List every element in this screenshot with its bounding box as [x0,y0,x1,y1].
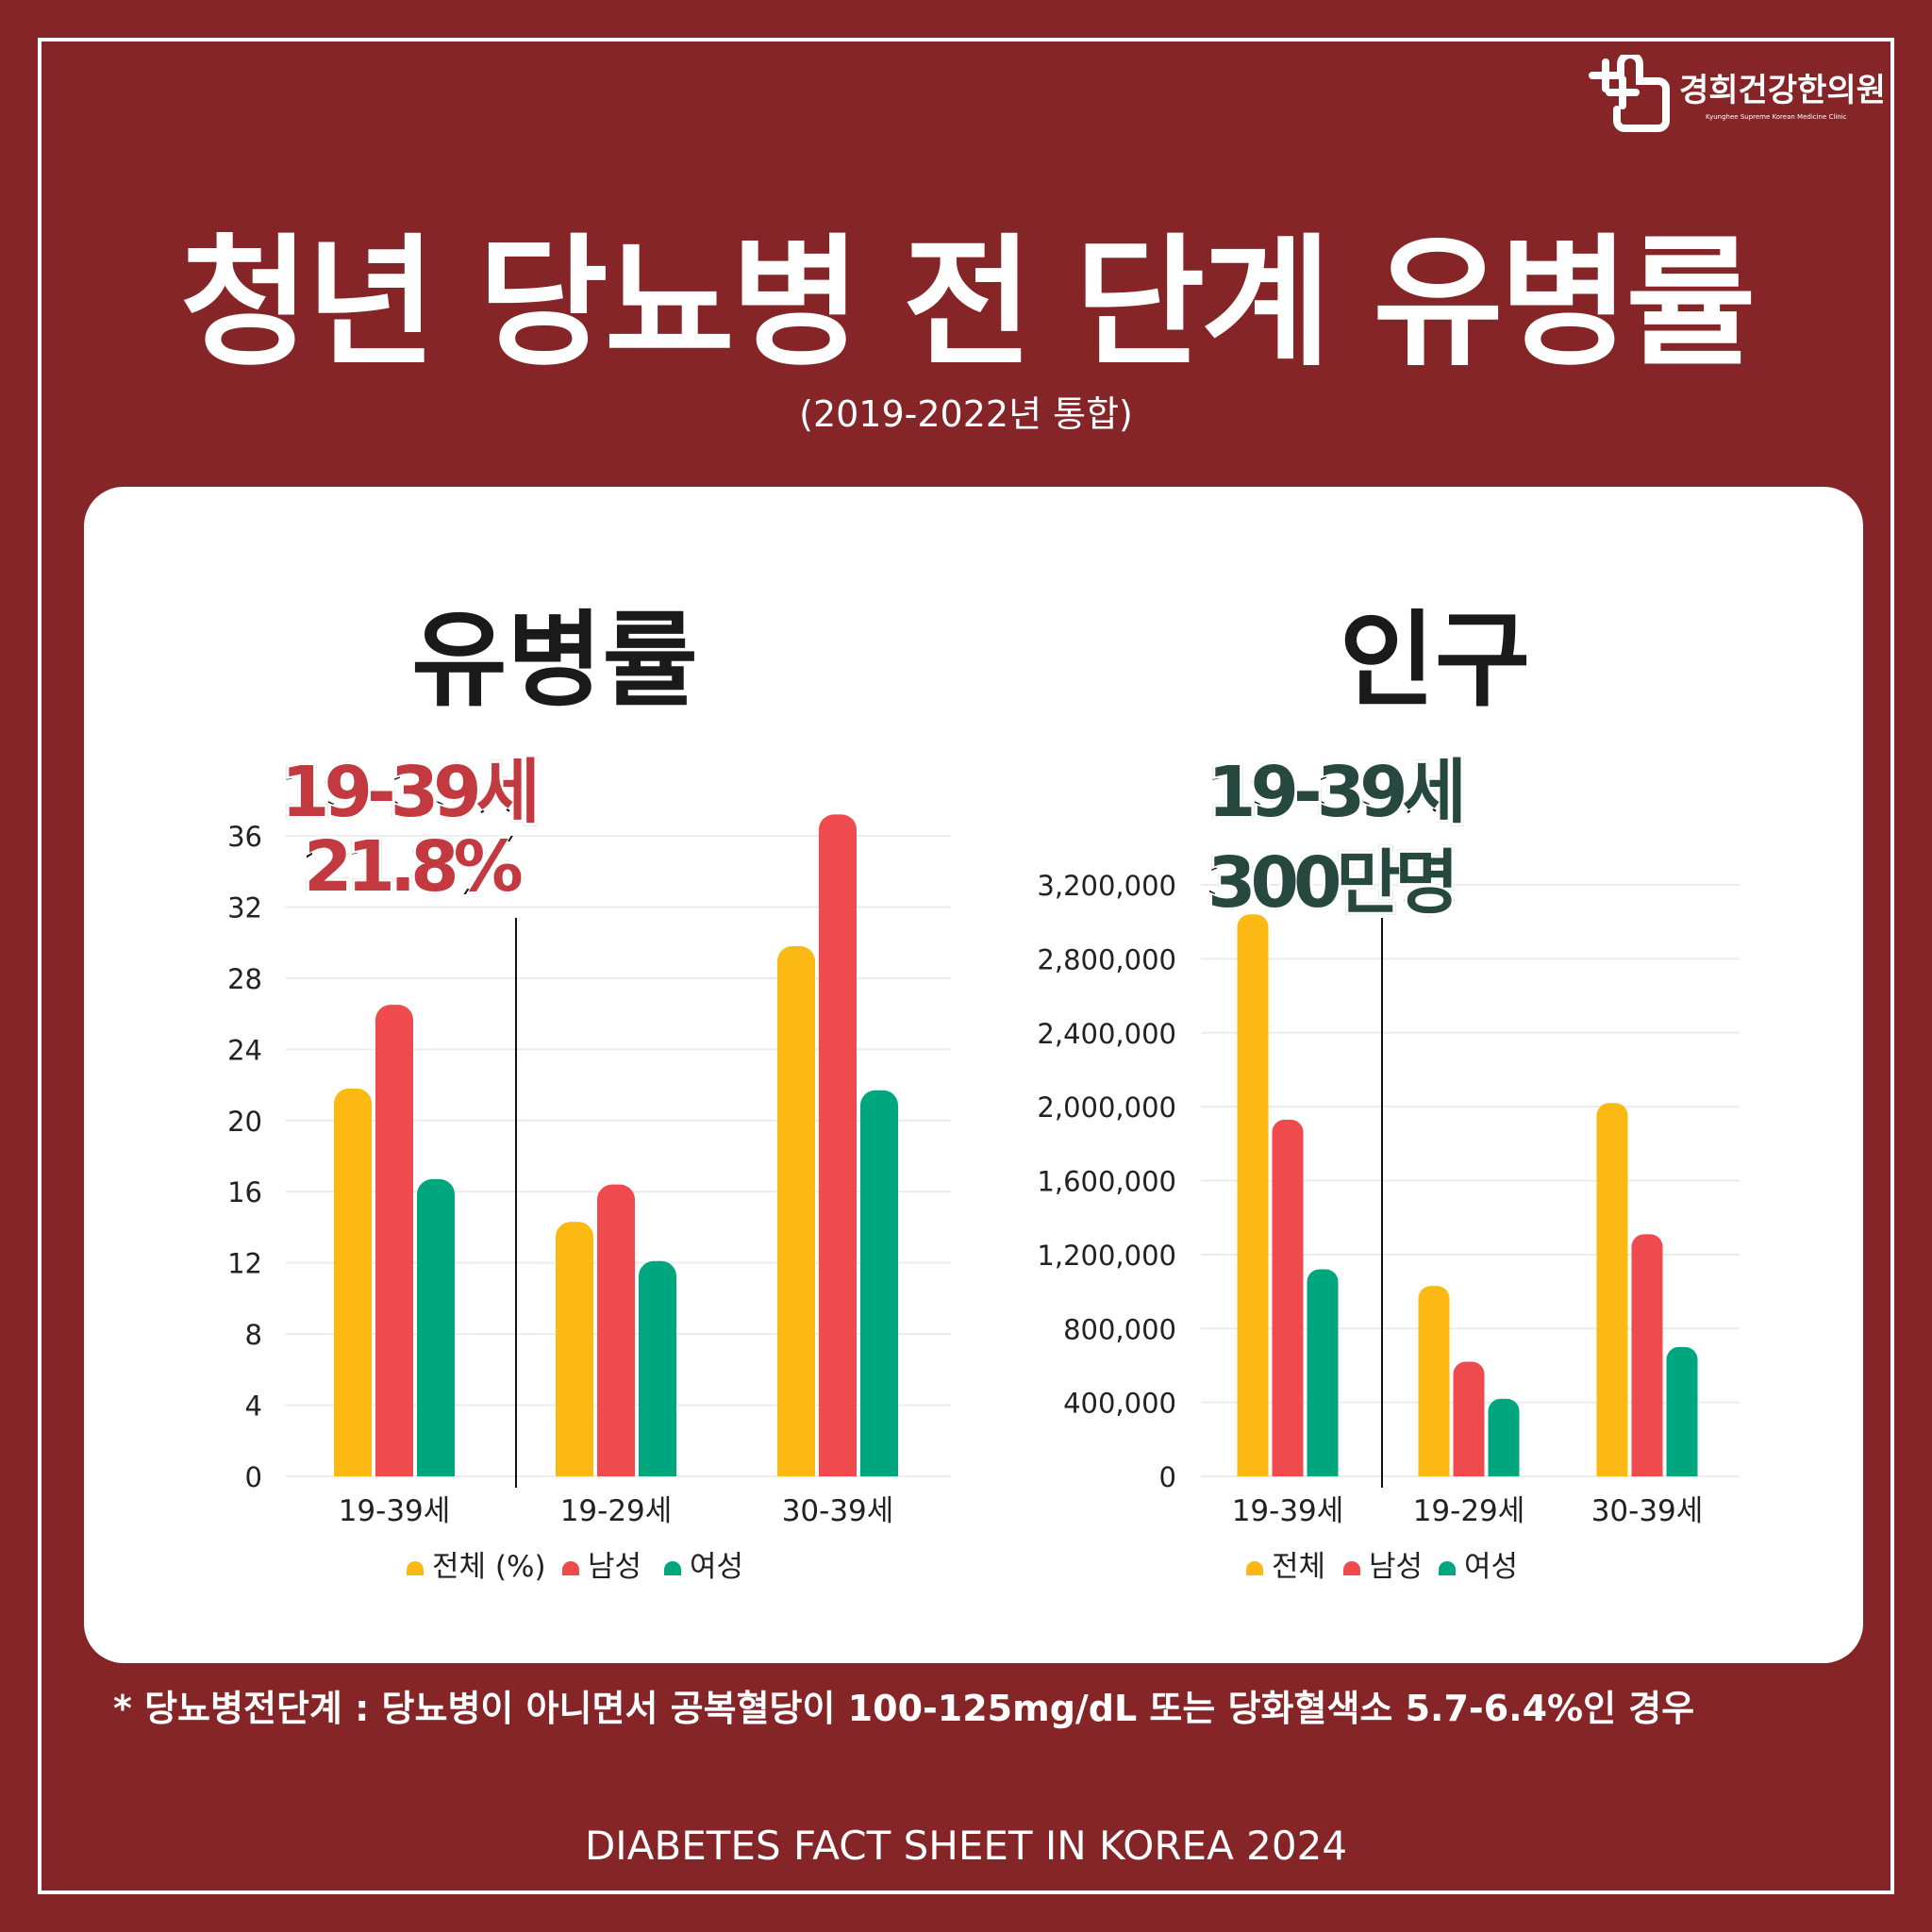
x-tick-label: 30-39세 [1591,1494,1704,1528]
footnote: * 당뇨병전단계 : 당뇨병이 아니면서 공복혈당이 100-125mg/dL … [113,1688,1695,1729]
legend-label: 여성 [1464,1550,1518,1584]
y-tick-label: 400,000 [1063,1388,1176,1420]
border-frame [38,38,1894,1894]
y-tick-label: 2,400,000 [1037,1018,1176,1050]
logo-subtitle: Kyunghee Supreme Korean Medicine Clinic [1706,113,1847,121]
y-tick-label: 32 [227,891,262,924]
bar-남성-19-39세 [1272,1119,1304,1476]
y-tick-label: 1,200,000 [1037,1240,1176,1272]
bar-남성-30-39세 [819,814,857,1476]
y-tick-label: 12 [227,1248,262,1280]
bar-전체-19-29세 [1418,1286,1450,1476]
y-tick-label: 36 [227,821,262,853]
bar-여성-19-29세 [639,1260,676,1476]
callout-right-value: 300만명 [1205,840,1462,926]
x-tick-label: 19-39세 [1232,1494,1344,1528]
chart-title-prevalence: 유병률 [411,600,698,721]
legend-label: 전체 [1272,1550,1325,1584]
page-title: 청년 당뇨병 전 단계 유병률 [179,222,1757,386]
x-tick-label: 19-29세 [1413,1494,1525,1528]
legend-label: 남성 [588,1550,641,1584]
bar-전체-30-39세 [777,945,815,1476]
y-tick-label: 16 [227,1176,262,1208]
bar-전체-19-39세 [1237,914,1269,1476]
bar-여성-19-39세 [417,1179,455,1476]
bar-전체-19-39세 [334,1088,372,1476]
y-tick-label: 4 [245,1391,262,1423]
y-tick-label: 2,000,000 [1037,1091,1176,1124]
y-tick-label: 0 [245,1461,262,1493]
x-tick-label: 30-39세 [782,1494,894,1528]
legend-swatch [1246,1561,1263,1575]
page-subtitle: (2019-2022년 통합) [799,393,1133,435]
legend-swatch [1439,1561,1456,1575]
callout-left-value: 21.8% [301,824,526,910]
legend-swatch [664,1561,681,1575]
bar-전체-19-29세 [556,1222,593,1476]
legend-swatch [407,1561,424,1575]
legend-swatch [562,1561,579,1575]
bar-남성-19-29세 [1453,1361,1485,1476]
bar-남성-30-39세 [1631,1234,1663,1476]
bar-전체-30-39세 [1596,1103,1628,1476]
y-tick-label: 8 [245,1319,262,1351]
bar-남성-19-39세 [375,1005,413,1476]
bar-여성-30-39세 [860,1090,898,1476]
y-tick-label: 3,200,000 [1037,870,1176,902]
x-tick-label: 19-39세 [339,1494,451,1528]
legend-label: 전체 (%) [432,1550,546,1584]
legend-label: 남성 [1369,1550,1423,1584]
legend-swatch [1343,1561,1360,1575]
y-tick-label: 2,800,000 [1037,943,1176,975]
bar-여성-19-39세 [1307,1269,1339,1476]
logo-name: 경희건강한의원 [1679,72,1886,109]
y-tick-label: 0 [1159,1461,1176,1493]
medical-cross-logo-icon [1589,51,1670,132]
bar-여성-30-39세 [1666,1346,1698,1476]
y-tick-label: 24 [227,1034,262,1066]
legend-label: 여성 [690,1550,743,1584]
y-tick-label: 20 [227,1106,262,1138]
callout-left-age: 19-39세 [278,749,543,836]
bar-남성-19-29세 [597,1184,635,1476]
y-tick-label: 800,000 [1063,1313,1176,1345]
y-tick-label: 1,600,000 [1037,1166,1176,1198]
source-label: DIABETES FACT SHEET IN KOREA 2024 [584,1823,1348,1869]
bar-여성-19-29세 [1488,1398,1520,1476]
callout-right-age: 19-39세 [1205,749,1470,836]
x-tick-label: 19-29세 [560,1494,673,1528]
chart-title-population: 인구 [1339,600,1531,721]
clinic-logo: 경희건강한의원 Kyunghee Supreme Korean Medicine… [1581,51,1886,132]
y-tick-label: 28 [227,963,262,995]
